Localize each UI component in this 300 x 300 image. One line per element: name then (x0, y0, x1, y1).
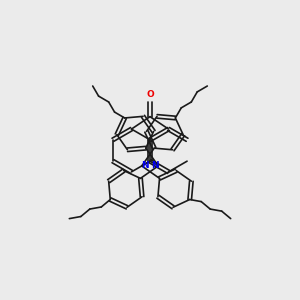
Text: O: O (146, 90, 154, 99)
Text: N: N (152, 161, 159, 170)
Text: N: N (141, 161, 148, 170)
